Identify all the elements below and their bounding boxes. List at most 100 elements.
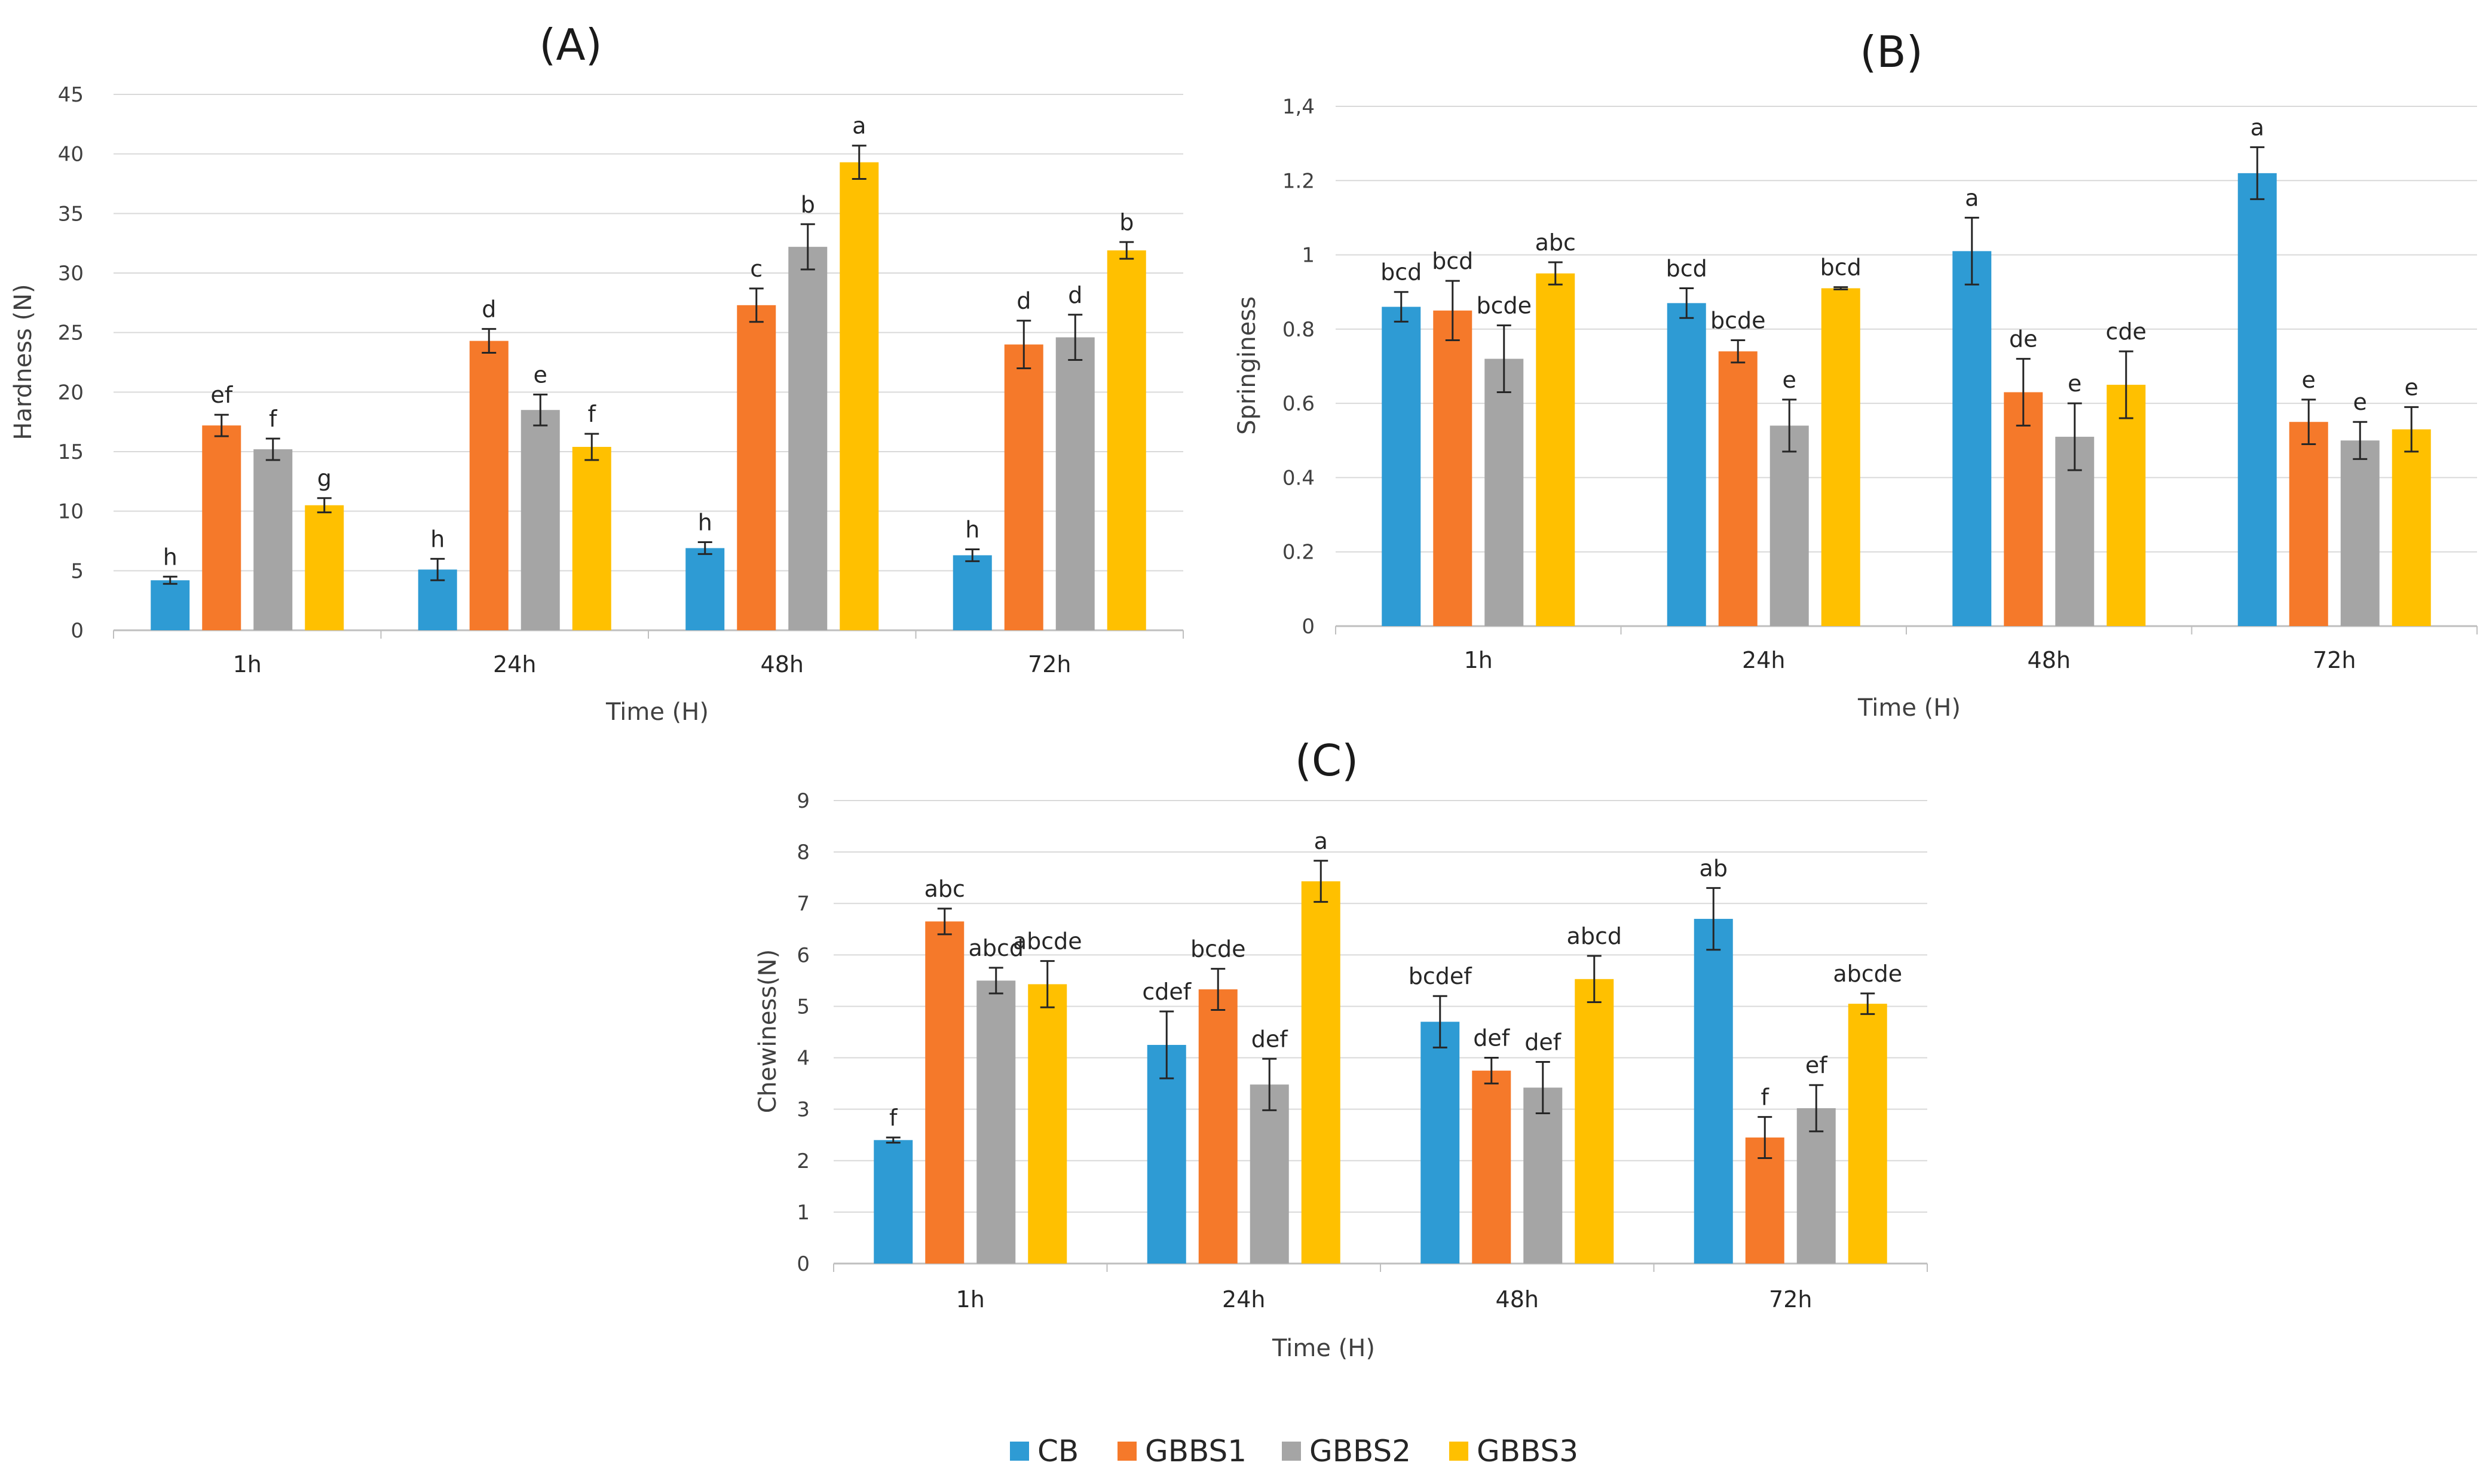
bar-gbbs2-24h: [1250, 1084, 1289, 1264]
bar-gbbs1-48h: [2004, 392, 2043, 626]
y-tick-label: 1.2: [1282, 169, 1315, 193]
bar-gbbs2-24h: [1769, 425, 1809, 626]
x-tick-label: 1h: [1464, 647, 1493, 673]
significance-label: d: [1017, 288, 1031, 314]
bar-gbbs1-72h: [2289, 422, 2328, 626]
x-tick-label: 24h: [1742, 647, 1785, 673]
bar-gbbs3-1h: [1028, 984, 1067, 1264]
x-tick-label: 48h: [1496, 1286, 1539, 1313]
bar-gbbs3-24h: [1301, 881, 1340, 1264]
significance-label: abc: [1535, 229, 1576, 256]
bar-gbbs2-1h: [976, 980, 1016, 1264]
bar-gbbs2-48h: [788, 247, 828, 630]
x-axis-label: Time (H): [1272, 1335, 1375, 1362]
bar-gbbs1-24h: [1198, 989, 1238, 1264]
bar-cb-24h: [1147, 1045, 1186, 1264]
significance-label: ef: [210, 382, 233, 408]
y-tick-label: 0: [71, 619, 84, 643]
significance-label: a: [852, 113, 866, 139]
y-tick-label: 3: [797, 1098, 810, 1122]
y-axis-label: Hardness (N): [10, 284, 37, 440]
y-tick-label: 1: [1302, 244, 1315, 268]
bar-cb-48h: [685, 548, 725, 630]
y-tick-label: 1,4: [1282, 95, 1315, 119]
significance-label: abcd: [969, 935, 1024, 961]
significance-label: abcd: [1567, 923, 1622, 949]
legend-swatch-gbbs1: [1118, 1442, 1137, 1461]
bar-cb-48h: [1420, 1022, 1460, 1264]
x-axis-label: Time (H): [1857, 694, 1961, 722]
significance-label: e: [2302, 367, 2316, 393]
bar-gbbs3-72h: [1107, 250, 1146, 630]
significance-label: f: [588, 401, 597, 427]
x-tick-label: 72h: [1028, 651, 1071, 677]
y-tick-label: 1: [797, 1201, 810, 1225]
significance-label: a: [2251, 114, 2264, 140]
significance-label: g: [317, 465, 332, 492]
significance-label: bcd: [1666, 256, 1707, 282]
significance-label: e: [2068, 370, 2081, 397]
y-tick-label: 6: [797, 943, 810, 967]
bar-cb-48h: [1952, 251, 1992, 626]
x-tick-label: 48h: [2028, 647, 2071, 673]
bar-gbbs3-48h: [840, 162, 879, 630]
y-tick-label: 9: [797, 789, 810, 813]
y-tick-label: 5: [71, 559, 84, 583]
significance-label: a: [1965, 185, 1979, 211]
y-tick-label: 0: [1302, 615, 1315, 639]
y-tick-label: 0.4: [1282, 466, 1315, 490]
bar-gbbs3-1h: [1536, 273, 1575, 627]
significance-label: de: [2009, 326, 2038, 352]
bar-gbbs2-1h: [1484, 358, 1524, 626]
legend-label-cb: CB: [1037, 1434, 1079, 1468]
bar-gbbs2-1h: [253, 449, 293, 630]
significance-label: bcde: [1710, 308, 1766, 334]
bar-cb-1h: [151, 580, 190, 630]
x-tick-label: 72h: [2313, 647, 2356, 673]
bar-gbbs3-48h: [2107, 385, 2146, 626]
chart-panel-a: 051015202530354045heffg1hhdef24hhcba48hh…: [10, 20, 1184, 726]
bar-gbbs1-1h: [202, 425, 241, 630]
bar-gbbs3-72h: [1848, 1004, 1887, 1264]
significance-label: bcde: [1476, 293, 1532, 319]
x-tick-label: 1h: [233, 651, 262, 677]
y-tick-label: 2: [797, 1149, 810, 1173]
significance-label: f: [1761, 1084, 1770, 1111]
significance-label: def: [1524, 1029, 1562, 1055]
significance-label: bcde: [1190, 936, 1246, 962]
significance-label: b: [1119, 209, 1134, 235]
bar-gbbs3-24h: [572, 447, 611, 630]
bar-cb-1h: [874, 1140, 913, 1264]
y-tick-label: 0.8: [1282, 318, 1315, 342]
y-tick-label: 0.6: [1282, 392, 1315, 416]
significance-label: def: [1251, 1026, 1289, 1052]
panel-title: (C): [1295, 735, 1358, 786]
y-tick-label: 45: [58, 83, 84, 107]
y-axis-label: Springiness: [1233, 296, 1261, 435]
y-tick-label: 4: [797, 1047, 810, 1071]
bar-gbbs3-72h: [2392, 429, 2431, 626]
significance-label: abcde: [1013, 928, 1082, 955]
significance-label: b: [801, 191, 815, 217]
significance-label: h: [430, 526, 445, 552]
bar-gbbs3-24h: [1821, 288, 1860, 626]
significance-label: def: [1473, 1025, 1511, 1051]
chart-panel-c: 0123456789fabcabcdabcde1hcdefbcdedefa24h…: [754, 735, 1928, 1362]
x-tick-label: 48h: [761, 651, 804, 677]
x-tick-label: 24h: [493, 651, 536, 677]
y-tick-label: 0.2: [1282, 541, 1315, 565]
significance-label: abcde: [1833, 961, 1902, 987]
bar-gbbs3-48h: [1575, 979, 1614, 1264]
significance-label: bcdef: [1409, 963, 1473, 989]
significance-label: abc: [924, 876, 965, 902]
y-tick-label: 7: [797, 892, 810, 916]
significance-label: c: [750, 256, 763, 282]
x-axis-label: Time (H): [605, 698, 709, 726]
significance-label: d: [482, 296, 496, 323]
significance-label: h: [698, 509, 712, 535]
y-tick-label: 5: [797, 995, 810, 1019]
significance-label: ab: [1700, 855, 1728, 881]
bar-gbbs2-72h: [1796, 1108, 1836, 1264]
y-axis-label: Chewiness(N): [754, 949, 782, 1114]
